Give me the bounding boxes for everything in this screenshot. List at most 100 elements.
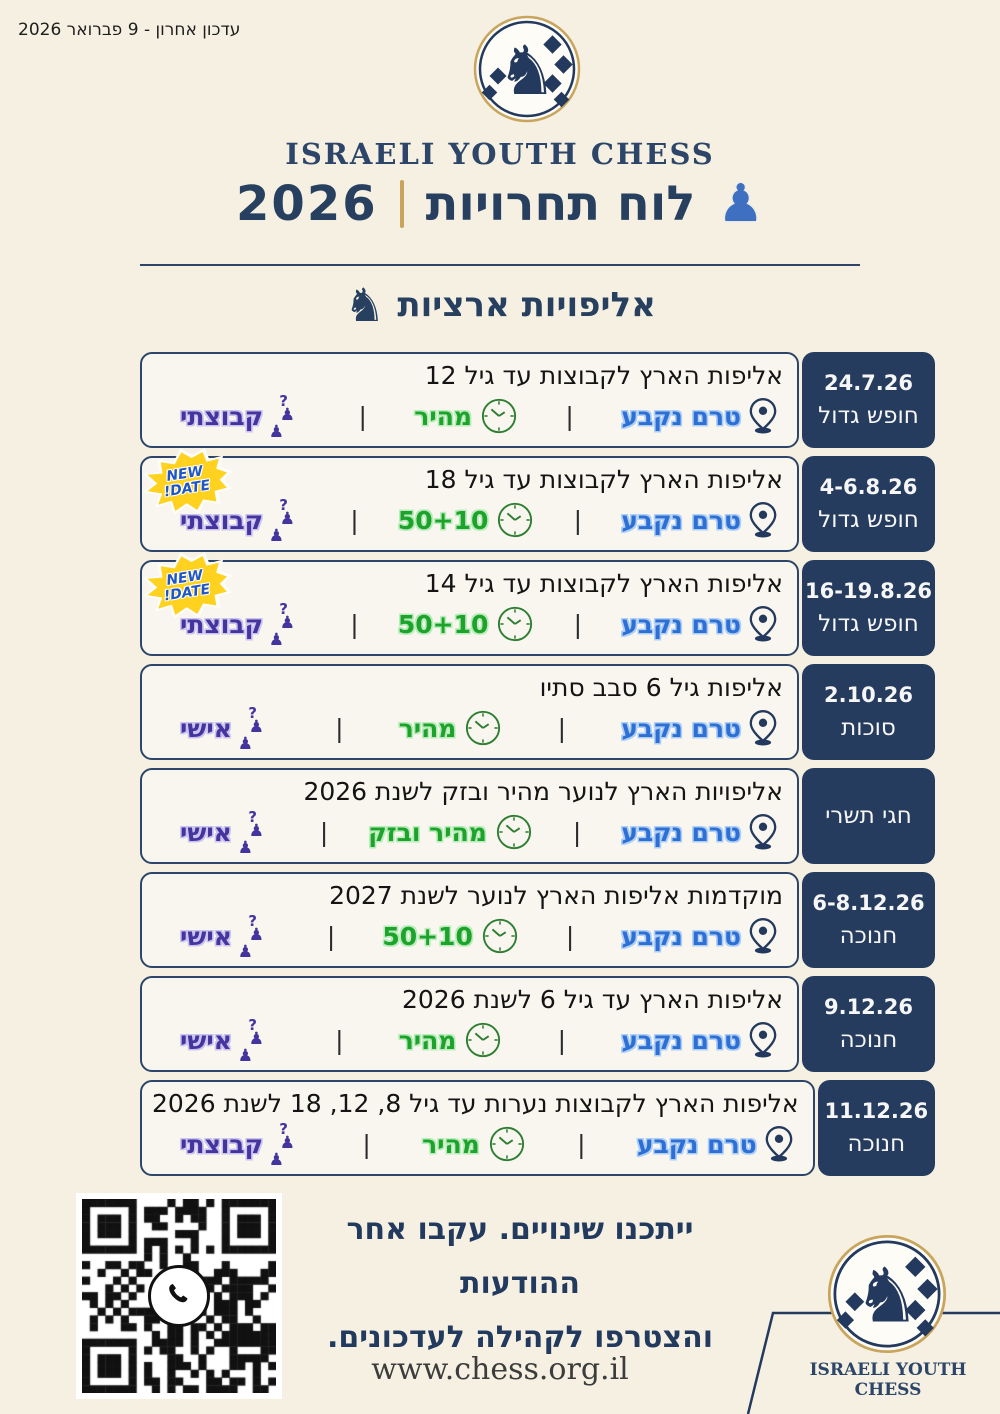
time-control-value: 50+10 — [382, 921, 473, 951]
header-divider-line — [140, 264, 860, 266]
chess-pieces-question-icon: ♟♟♟? — [240, 914, 264, 958]
tournament-card: אליפות גיל 6 סבב סתיו טרם נקבע | מהיר | … — [140, 664, 935, 760]
period-value: סוכות — [841, 715, 896, 741]
chess-pieces-question-icon: ♟♟♟? — [271, 602, 295, 646]
period-value: חנוכה — [847, 1131, 906, 1157]
tournament-card: אליפות הארץ עד גיל 6 לשנת 2026 טרם נקבע … — [140, 976, 935, 1072]
competition-type-value: אישי — [180, 1025, 232, 1055]
card-details: טרם נקבע | 50+10 | ♟♟♟? קבוצתי — [152, 498, 783, 542]
tournament-card: NEW DATE! אליפות הארץ לקבוצות עד גיל 18 … — [140, 456, 935, 552]
separator: | — [573, 505, 583, 535]
svg-text:?: ? — [279, 602, 288, 618]
card-body: אליפות הארץ לקבוצות עד גיל 12 טרם נקבע |… — [140, 352, 799, 448]
brand-title: ISRAELI YOUTH CHESS — [285, 137, 715, 171]
tournament-card: NEW DATE! אליפות הארץ לקבוצות עד גיל 14 … — [140, 560, 935, 656]
tournament-title: אליפות הארץ עד גיל 6 לשנת 2026 — [402, 985, 783, 1014]
competition-type-value: אישי — [180, 921, 232, 951]
svg-text:♟: ♟ — [271, 401, 273, 431]
clock-icon — [481, 398, 517, 434]
separator: | — [577, 1129, 586, 1159]
chess-pieces-question-icon: ♟♟♟? — [240, 810, 264, 854]
time-group: מהיר ובזק — [368, 813, 533, 851]
date-value: 11.12.26 — [824, 1099, 929, 1123]
card-body: אליפות גיל 6 סבב סתיו טרם נקבע | מהיר | … — [140, 664, 799, 760]
location-pin-icon — [749, 606, 777, 642]
footer-note-line1: ייתכנו שינויים. עקבו אחר ההודעות — [346, 1212, 694, 1301]
card-details: טרם נקבע | מהיר | ♟♟♟? קבוצתי — [152, 394, 783, 438]
card-details: טרם נקבע | מהיר | ♟♟♟? אישי — [152, 706, 783, 750]
card-details: טרם נקבע | מהיר ובזק | ♟♟♟? אישי — [152, 810, 783, 854]
svg-text:?: ? — [248, 810, 257, 826]
period-value: חנוכה — [839, 923, 898, 949]
svg-text:♟: ♟ — [240, 734, 253, 750]
separator: | — [565, 401, 574, 431]
svg-text:♟: ♟ — [240, 713, 242, 743]
svg-text:♟: ♟ — [271, 422, 284, 438]
type-group: ♟♟♟? אישי — [180, 810, 280, 854]
chess-pieces-question-icon: ♟♟♟? — [271, 1122, 295, 1166]
calendar-year: 2026 — [236, 176, 378, 232]
card-details: טרם נקבע | מהיר | ♟♟♟? קבוצתי — [152, 1122, 799, 1166]
whatsapp-icon — [148, 1265, 210, 1327]
date-box: 2.10.26 סוכות — [802, 664, 935, 760]
svg-text:♟: ♟ — [280, 509, 295, 529]
location-pin-icon — [765, 1126, 792, 1162]
time-control-value: 50+10 — [397, 505, 489, 535]
time-control-value: מהיר — [414, 401, 472, 431]
tournament-title: אליפויות הארץ לנוער מהיר ובזק לשנת 2026 — [303, 777, 783, 806]
svg-text:♟: ♟ — [280, 405, 295, 425]
time-group: 50+10 — [398, 501, 535, 539]
chess-pieces-question-icon: ♟♟♟? — [240, 706, 264, 750]
location-value: טרם נקבע — [621, 401, 741, 431]
time-group: מהיר — [422, 1125, 526, 1163]
separator: | — [358, 401, 367, 431]
svg-text:♟: ♟ — [249, 925, 264, 945]
time-group: מהיר — [399, 1021, 503, 1059]
separator: | — [326, 921, 336, 951]
type-group: ♟♟♟? קבוצתי — [180, 1122, 311, 1166]
tournament-list: אליפות הארץ לקבוצות עד גיל 12 טרם נקבע |… — [140, 352, 935, 1176]
svg-text:?: ? — [248, 706, 257, 722]
date-value: 4-6.8.26 — [819, 475, 918, 499]
clock-icon — [466, 1022, 501, 1058]
location-value: טרם נקבע — [621, 505, 741, 535]
location-group: טרם נקבע — [621, 710, 777, 746]
tournament-card: אליפות הארץ לקבוצות עד גיל 12 טרם נקבע |… — [140, 352, 935, 448]
calendar-title-row: ♟ לוח תחרויות 2026 — [0, 176, 1000, 232]
period-value: חופש גדול — [818, 611, 919, 637]
card-body: אליפות הארץ לקבוצות נערות עד גיל 8, 12, … — [140, 1080, 815, 1176]
clock-icon — [482, 918, 517, 954]
period-value: חגי תשרי — [825, 803, 912, 829]
separator: | — [565, 921, 575, 951]
separator: | — [335, 1025, 344, 1055]
badge-label: NEW DATE! — [162, 463, 212, 501]
last-update-note: עדכון אחרון - 9 פברואר 2026 — [18, 20, 241, 40]
location-value: טרם נקבע — [621, 1025, 741, 1055]
location-value: טרם נקבע — [621, 817, 741, 847]
location-group: טרם נקבע — [621, 814, 777, 850]
svg-text:♟: ♟ — [271, 505, 273, 535]
svg-text:♟: ♟ — [271, 526, 284, 542]
card-body: NEW DATE! אליפות הארץ לקבוצות עד גיל 14 … — [140, 560, 799, 656]
clock-icon — [466, 710, 501, 746]
date-value: 6-8.12.26 — [812, 891, 925, 915]
location-pin-icon — [749, 502, 777, 538]
chess-pieces-question-icon: ♟♟♟? — [271, 498, 295, 542]
separator: | — [350, 609, 359, 639]
svg-text:♟: ♟ — [249, 821, 264, 841]
location-value: טרם נקבע — [621, 921, 741, 951]
calendar-title: לוח תחרויות — [425, 176, 696, 232]
separator: | — [557, 1025, 567, 1055]
svg-text:?: ? — [279, 1122, 288, 1138]
clock-icon — [489, 1126, 524, 1162]
location-value: טרם נקבע — [621, 713, 741, 743]
location-group: טרם נקבע — [621, 606, 777, 642]
tournament-title: מוקדמות אליפות הארץ לנוער לשנת 2027 — [329, 881, 783, 910]
time-control-value: 50+10 — [397, 609, 489, 639]
svg-text:♟: ♟ — [240, 942, 253, 958]
time-group: מהיר — [399, 709, 503, 747]
card-details: טרם נקבע | 50+10 | ♟♟♟? אישי — [152, 914, 783, 958]
date-value: 2.10.26 — [823, 683, 913, 707]
knight-icon: ♞ — [344, 278, 386, 332]
tournament-title: אליפות הארץ לקבוצות עד גיל 12 — [424, 361, 783, 390]
